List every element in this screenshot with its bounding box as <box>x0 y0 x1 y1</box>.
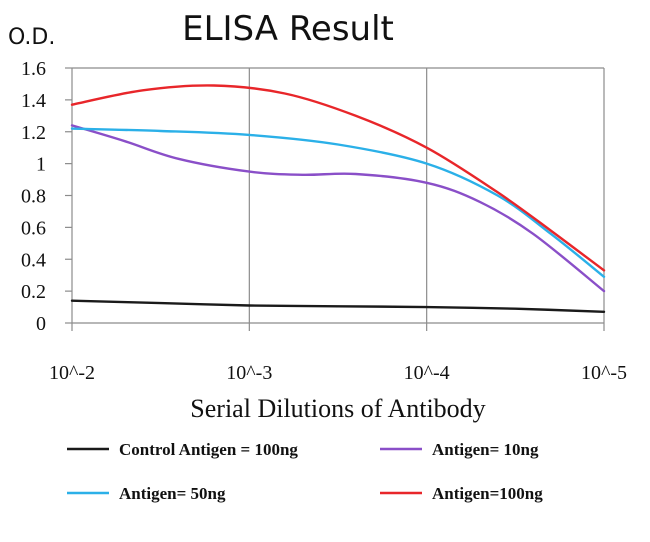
legend-label: Control Antigen = 100ng <box>119 440 298 459</box>
y-tick-label: 0.4 <box>21 249 46 271</box>
y-tick-labels: 0 0.2 0.4 0.6 0.8 1 1.2 1.4 1.6 <box>21 58 46 335</box>
x-tick-label: 10^-2 <box>49 362 95 384</box>
grid <box>72 67 605 323</box>
y-tick-label: 1.6 <box>21 58 46 80</box>
series-line-antigen-10ng <box>70 124 606 293</box>
x-tick-labels: 10^-2 10^-3 10^-4 10^-5 <box>49 362 627 384</box>
legend-label: Antigen= 10ng <box>432 440 539 459</box>
x-tick-label: 10^-5 <box>581 362 627 384</box>
x-tick-label: 10^-4 <box>404 362 450 384</box>
series-line-control-antigen-100ng <box>70 299 606 313</box>
x-tick-label: 10^-3 <box>226 362 272 384</box>
legend-label: Antigen=100ng <box>432 484 543 503</box>
y-tick-label: 1.2 <box>21 122 46 144</box>
series-line-antigen-50ng <box>70 127 606 278</box>
x-axis-label: Serial Dilutions of Antibody <box>190 394 485 423</box>
y-tick-label: 0.8 <box>21 186 46 208</box>
y-tick-label: 0.2 <box>21 281 46 303</box>
chart-title: ELISA Result <box>182 9 394 49</box>
legend-label: Antigen= 50ng <box>119 484 226 503</box>
y-tick-label: 1.4 <box>21 90 46 112</box>
series-lines <box>70 84 606 313</box>
axes <box>65 67 605 331</box>
y-axis-label: O.D. <box>8 25 55 50</box>
series-line-antigen-100ng <box>70 84 606 272</box>
legend: Control Antigen = 100ng Antigen= 10ng Anti… <box>67 440 543 503</box>
y-tick-label: 1 <box>36 154 46 176</box>
y-tick-label: 0.6 <box>21 217 46 239</box>
y-tick-label: 0 <box>36 313 46 335</box>
